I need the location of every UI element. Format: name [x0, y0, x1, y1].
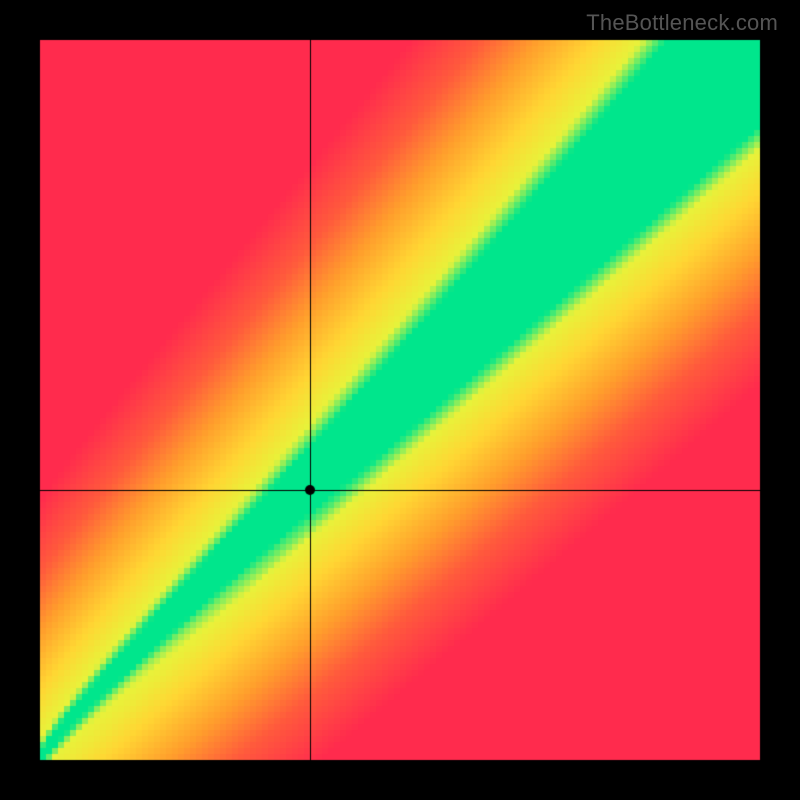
watermark-text: TheBottleneck.com: [586, 10, 778, 36]
chart-container: TheBottleneck.com: [0, 0, 800, 800]
heatmap-canvas: [0, 0, 800, 800]
